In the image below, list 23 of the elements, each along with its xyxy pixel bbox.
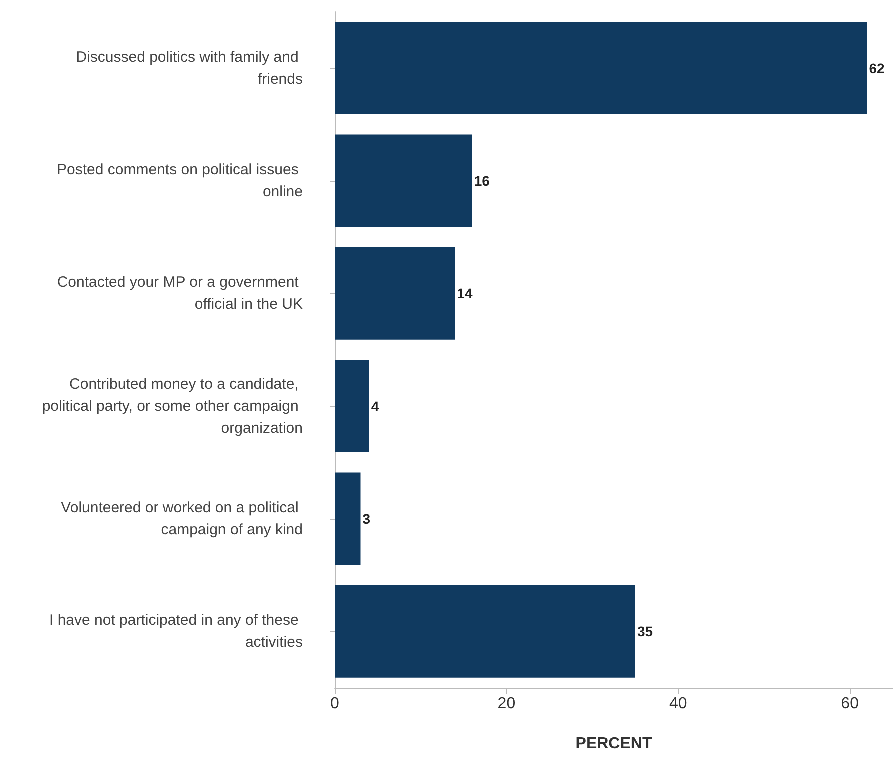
bar (335, 247, 456, 340)
bar (335, 585, 636, 678)
bar (335, 472, 361, 566)
bar (335, 360, 370, 453)
data-label: 16 (474, 173, 490, 189)
y-tick-label: I have not participated in any of these activities (50, 612, 303, 652)
data-label: 35 (637, 624, 654, 640)
x-tick-label: 20 (498, 696, 516, 712)
data-label: 4 (371, 398, 380, 414)
x-tick-label: 0 (330, 696, 340, 712)
data-label: 62 (869, 60, 886, 76)
bar (335, 134, 472, 228)
y-tick-label: Volunteered or worked on a political campaign of any kind (61, 500, 303, 538)
data-label: 14 (457, 286, 473, 302)
y-tick-label: Posted comments on political issues online (57, 162, 303, 200)
x-tick-label: 40 (669, 696, 688, 712)
bar (335, 22, 868, 115)
y-tick-label: Discussed politics with family and friends (76, 48, 303, 88)
y-tick-label: Contacted your MP or a government official in the UK (57, 274, 303, 314)
y-tick-label: Contributed money to a candidate, political party, or some other campaign organization (42, 376, 303, 437)
data-label: 3 (362, 511, 371, 527)
x-axis-title: PERCENT (576, 736, 652, 752)
x-tick-label: 60 (841, 696, 860, 712)
